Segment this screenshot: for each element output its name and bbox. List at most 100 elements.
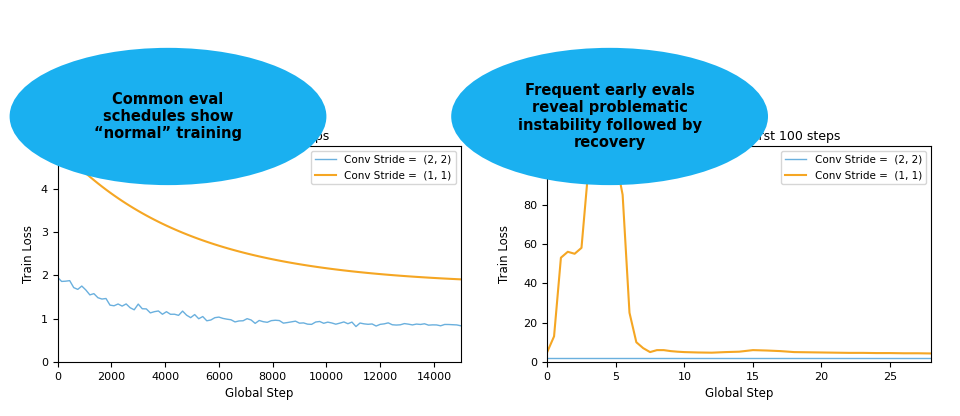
Conv Stride =  (2, 2) bbox=[358, 321, 370, 326]
Line: Conv Stride =  (1, 1): Conv Stride = (1, 1) bbox=[547, 159, 931, 354]
Conv Stride =  (1, 1) bbox=[631, 340, 642, 345]
Conv Stride =  (1, 1) bbox=[334, 267, 346, 272]
Conv Stride =  (2, 2) bbox=[80, 287, 91, 292]
Conv Stride =  (2, 2) bbox=[294, 321, 305, 326]
Conv Stride =  (2, 2) bbox=[672, 356, 684, 361]
Conv Stride =  (1, 1) bbox=[747, 348, 758, 353]
Conv Stride =  (2, 2) bbox=[637, 356, 649, 361]
Conv Stride =  (1, 1) bbox=[672, 349, 684, 354]
Conv Stride =  (2, 2) bbox=[720, 356, 732, 361]
Conv Stride =  (2, 2) bbox=[747, 356, 758, 361]
Conv Stride =  (1, 1) bbox=[925, 351, 937, 356]
Conv Stride =  (2, 2) bbox=[884, 356, 896, 361]
Conv Stride =  (2, 2) bbox=[624, 356, 636, 361]
Conv Stride =  (2, 2) bbox=[153, 309, 164, 314]
Conv Stride =  (2, 2) bbox=[692, 356, 704, 361]
Conv Stride =  (1, 1) bbox=[775, 349, 786, 354]
Text: Common eval
schedules show
“normal” training: Common eval schedules show “normal” trai… bbox=[94, 92, 242, 141]
Conv Stride =  (1, 1) bbox=[658, 348, 669, 353]
Conv Stride =  (1, 1) bbox=[761, 348, 773, 353]
Conv Stride =  (2, 2) bbox=[631, 356, 642, 361]
Conv Stride =  (2, 2) bbox=[775, 356, 786, 361]
Line: Conv Stride =  (2, 2): Conv Stride = (2, 2) bbox=[58, 277, 461, 327]
Conv Stride =  (1, 1) bbox=[617, 192, 629, 197]
Conv Stride =  (2, 2) bbox=[871, 356, 882, 361]
Conv Stride =  (2, 2) bbox=[350, 324, 362, 329]
Conv Stride =  (1, 1) bbox=[679, 349, 690, 354]
Conv Stride =  (2, 2) bbox=[761, 356, 773, 361]
Conv Stride =  (2, 2) bbox=[562, 356, 573, 361]
Conv Stride =  (1, 1) bbox=[562, 249, 573, 254]
Line: Conv Stride =  (1, 1): Conv Stride = (1, 1) bbox=[58, 146, 461, 280]
Conv Stride =  (1, 1) bbox=[153, 219, 164, 224]
Conv Stride =  (1, 1) bbox=[596, 159, 608, 164]
Conv Stride =  (1, 1) bbox=[583, 167, 594, 172]
Conv Stride =  (2, 2) bbox=[541, 356, 553, 361]
Conv Stride =  (1, 1) bbox=[912, 351, 924, 356]
Conv Stride =  (1, 1) bbox=[692, 350, 704, 355]
Conv Stride =  (2, 2) bbox=[548, 356, 560, 361]
Conv Stride =  (2, 2) bbox=[898, 356, 909, 361]
Conv Stride =  (1, 1) bbox=[624, 310, 636, 315]
Conv Stride =  (2, 2) bbox=[706, 356, 717, 361]
Conv Stride =  (2, 2) bbox=[583, 356, 594, 361]
Conv Stride =  (2, 2) bbox=[788, 356, 800, 361]
Conv Stride =  (1, 1) bbox=[829, 350, 841, 355]
Conv Stride =  (1, 1) bbox=[569, 251, 581, 256]
Conv Stride =  (1, 1) bbox=[52, 143, 63, 148]
Conv Stride =  (1, 1) bbox=[294, 262, 305, 267]
Conv Stride =  (1, 1) bbox=[555, 255, 566, 260]
Conv Stride =  (2, 2) bbox=[651, 356, 662, 361]
Conv Stride =  (1, 1) bbox=[871, 351, 882, 356]
Conv Stride =  (2, 2) bbox=[237, 318, 249, 323]
Conv Stride =  (1, 1) bbox=[541, 349, 553, 354]
Conv Stride =  (2, 2) bbox=[816, 356, 828, 361]
Conv Stride =  (2, 2) bbox=[603, 356, 614, 361]
Conv Stride =  (1, 1) bbox=[455, 277, 467, 282]
Conv Stride =  (1, 1) bbox=[884, 351, 896, 356]
Conv Stride =  (1, 1) bbox=[788, 349, 800, 354]
Conv Stride =  (1, 1) bbox=[589, 173, 601, 178]
Conv Stride =  (2, 2) bbox=[610, 356, 621, 361]
Conv Stride =  (2, 2) bbox=[658, 356, 669, 361]
Y-axis label: Train Loss: Train Loss bbox=[22, 225, 36, 283]
Conv Stride =  (1, 1) bbox=[237, 250, 249, 255]
Conv Stride =  (1, 1) bbox=[651, 348, 662, 353]
Conv Stride =  (1, 1) bbox=[857, 350, 869, 355]
Conv Stride =  (2, 2) bbox=[555, 356, 566, 361]
Conv Stride =  (1, 1) bbox=[610, 157, 621, 162]
Conv Stride =  (1, 1) bbox=[576, 245, 588, 250]
Conv Stride =  (1, 1) bbox=[733, 349, 745, 354]
Title: Eval every 1000 steps: Eval every 1000 steps bbox=[189, 130, 329, 143]
Conv Stride =  (2, 2) bbox=[829, 356, 841, 361]
Conv Stride =  (1, 1) bbox=[603, 165, 614, 170]
Y-axis label: Train Loss: Train Loss bbox=[498, 225, 511, 283]
Conv Stride =  (2, 2) bbox=[925, 356, 937, 361]
Conv Stride =  (2, 2) bbox=[644, 356, 656, 361]
Conv Stride =  (2, 2) bbox=[843, 356, 854, 361]
Conv Stride =  (2, 2) bbox=[733, 356, 745, 361]
Conv Stride =  (2, 2) bbox=[569, 356, 581, 361]
Conv Stride =  (2, 2) bbox=[857, 356, 869, 361]
Conv Stride =  (2, 2) bbox=[802, 356, 813, 361]
Conv Stride =  (2, 2) bbox=[576, 356, 588, 361]
Conv Stride =  (1, 1) bbox=[644, 349, 656, 354]
Conv Stride =  (1, 1) bbox=[354, 270, 366, 275]
Conv Stride =  (1, 1) bbox=[665, 349, 677, 354]
Conv Stride =  (2, 2) bbox=[617, 356, 629, 361]
Conv Stride =  (1, 1) bbox=[706, 350, 717, 355]
Conv Stride =  (1, 1) bbox=[548, 334, 560, 339]
Conv Stride =  (1, 1) bbox=[802, 350, 813, 355]
X-axis label: Global Step: Global Step bbox=[705, 387, 774, 400]
Conv Stride =  (1, 1) bbox=[720, 349, 732, 354]
Conv Stride =  (2, 2) bbox=[52, 275, 63, 280]
Conv Stride =  (2, 2) bbox=[912, 356, 924, 361]
Legend: Conv Stride =  (2, 2), Conv Stride =  (1, 1): Conv Stride = (2, 2), Conv Stride = (1, … bbox=[311, 151, 456, 184]
Title: Frequent evals in first 100 steps: Frequent evals in first 100 steps bbox=[638, 130, 840, 143]
Conv Stride =  (2, 2) bbox=[334, 321, 346, 326]
Conv Stride =  (1, 1) bbox=[816, 350, 828, 355]
Conv Stride =  (2, 2) bbox=[596, 356, 608, 361]
Legend: Conv Stride =  (2, 2), Conv Stride =  (1, 1): Conv Stride = (2, 2), Conv Stride = (1, … bbox=[781, 151, 926, 184]
Conv Stride =  (1, 1) bbox=[637, 346, 649, 351]
Conv Stride =  (2, 2) bbox=[589, 356, 601, 361]
